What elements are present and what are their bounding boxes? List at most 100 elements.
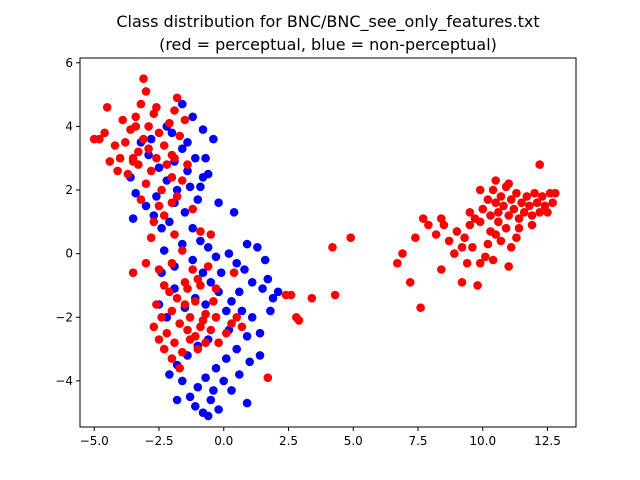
data-point <box>535 160 544 169</box>
data-point <box>227 297 236 306</box>
data-point <box>328 243 337 252</box>
data-point <box>196 236 205 246</box>
data-point <box>263 274 273 284</box>
data-point <box>180 115 190 125</box>
data-point <box>444 236 454 246</box>
data-point <box>185 392 195 402</box>
data-point <box>481 252 490 262</box>
data-point <box>165 118 174 128</box>
data-point <box>185 182 195 192</box>
data-point <box>172 293 182 303</box>
data-point <box>170 106 179 115</box>
data-point <box>266 306 275 316</box>
data-point <box>196 227 205 236</box>
data-point <box>405 278 415 287</box>
data-point <box>242 332 252 341</box>
data-point <box>491 230 501 239</box>
data-points <box>89 74 560 421</box>
data-point <box>237 322 247 332</box>
data-point <box>258 284 267 293</box>
data-point <box>253 243 262 252</box>
x-tick-label: 12.5 <box>534 434 561 448</box>
data-point <box>255 328 265 338</box>
data-point <box>398 249 407 258</box>
data-point <box>149 217 159 227</box>
data-point <box>494 208 503 217</box>
data-point <box>152 192 161 201</box>
data-point <box>193 274 203 284</box>
x-axis: −5.0 −2.5 0.0 2.5 5.0 7.5 10.0 12.5 <box>80 427 561 448</box>
data-point <box>183 138 192 147</box>
data-point <box>183 325 192 335</box>
data-point <box>167 258 177 268</box>
data-point <box>211 313 221 322</box>
data-point <box>128 268 138 278</box>
data-point <box>506 195 516 204</box>
data-point <box>159 141 169 150</box>
data-point <box>491 198 501 207</box>
data-point <box>154 335 164 344</box>
data-point <box>136 195 146 204</box>
x-tick-label: 2.5 <box>279 434 298 448</box>
y-tick-label: 2 <box>65 183 73 197</box>
data-point <box>255 351 265 360</box>
data-point <box>170 153 179 163</box>
data-point <box>232 258 241 268</box>
data-point <box>110 141 120 150</box>
data-point <box>206 395 216 405</box>
data-point <box>146 233 156 242</box>
data-point <box>209 297 218 306</box>
data-point <box>232 344 241 354</box>
data-point <box>188 112 197 122</box>
y-axis: −4 −2 0 2 4 6 <box>55 56 80 388</box>
data-point <box>517 198 526 207</box>
data-point <box>105 157 115 166</box>
data-point <box>175 363 184 373</box>
data-point <box>165 287 174 297</box>
data-point <box>144 150 153 160</box>
x-tick-label: 10.0 <box>469 434 496 448</box>
data-point <box>294 316 304 325</box>
data-point <box>468 243 477 252</box>
data-point <box>260 255 270 265</box>
data-point <box>170 230 179 239</box>
data-point <box>139 74 148 83</box>
data-point <box>475 185 485 195</box>
data-point <box>154 163 164 172</box>
data-point <box>496 192 506 201</box>
data-point <box>203 262 213 271</box>
y-tick-label: −4 <box>55 374 73 388</box>
data-point <box>431 230 441 239</box>
plot-frame <box>79 57 577 428</box>
data-point <box>128 153 138 163</box>
data-point <box>232 313 241 322</box>
data-point <box>237 306 247 316</box>
data-point <box>527 220 537 230</box>
data-point <box>198 268 208 278</box>
data-point <box>165 217 174 227</box>
data-point <box>159 211 169 220</box>
data-point <box>134 147 143 157</box>
data-point <box>191 402 200 411</box>
data-point <box>159 246 169 255</box>
data-point <box>214 198 223 207</box>
data-point <box>102 103 112 112</box>
data-point <box>330 290 340 300</box>
data-point <box>178 239 187 249</box>
data-point <box>131 122 140 131</box>
data-point <box>170 338 179 348</box>
data-point <box>154 201 164 211</box>
data-point <box>167 198 177 207</box>
data-point <box>494 217 503 227</box>
data-point <box>411 233 420 242</box>
data-point <box>209 134 218 144</box>
data-point <box>128 214 138 223</box>
data-point <box>113 166 122 176</box>
data-point <box>514 223 524 233</box>
data-point <box>227 319 236 328</box>
data-point <box>245 357 254 367</box>
data-point <box>144 144 153 153</box>
x-tick-label: −2.5 <box>144 434 173 448</box>
data-point <box>418 214 428 223</box>
